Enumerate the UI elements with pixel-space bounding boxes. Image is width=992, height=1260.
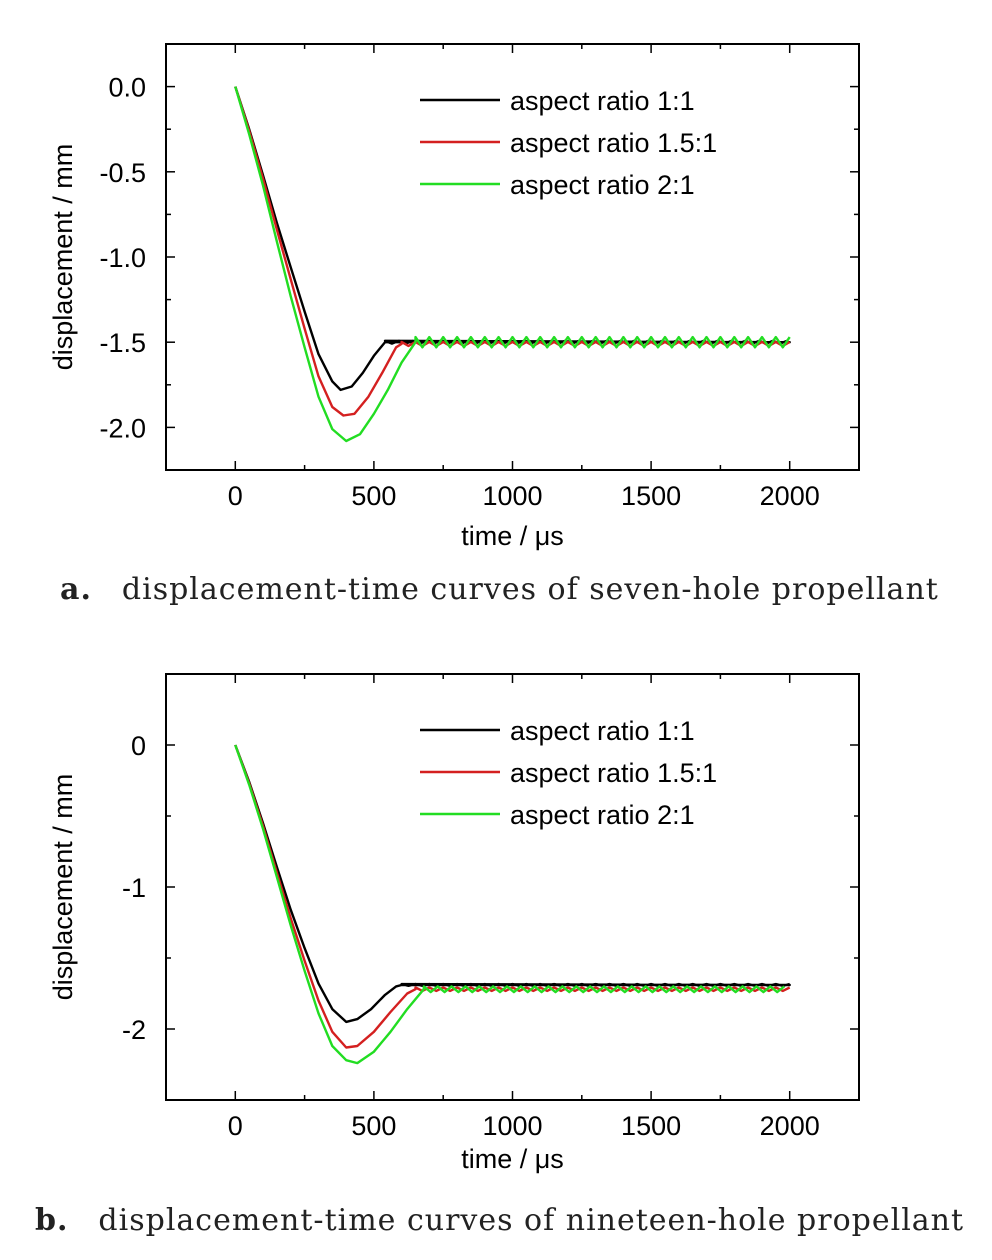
y-tick-label-a: 0.0: [108, 73, 146, 103]
caption-b-letter: b.: [35, 1203, 69, 1238]
legend-label-a-2: aspect ratio 1.5:1: [510, 128, 717, 158]
chart-b: 0 500 1000 1500 2000 0 -1 -2 time / μs displaceme…: [48, 673, 860, 1174]
chart-a: 0 500 1000 1500 2000 0.0 -0.5 -1.0 -1.5 -2.0 time …: [48, 43, 860, 551]
series-line-b-1: [234, 744, 791, 1024]
x-tick-label-b: 1000: [482, 1111, 542, 1141]
x-tick-label-b: 1500: [621, 1111, 681, 1141]
caption-b: b. displacement-time curves of nineteen-h…: [35, 1203, 964, 1238]
caption-a: a. displacement-time curves of seven-hole…: [60, 572, 939, 607]
legend-label-a-3: aspect ratio 2:1: [510, 170, 695, 200]
y-tick-label-a: -2.0: [99, 413, 146, 443]
y-tick-label-a: -1.5: [99, 328, 146, 358]
x-tick-label-a: 0: [228, 481, 243, 511]
series-line-b-2: [234, 744, 791, 1049]
legend-label-a-1: aspect ratio 1:1: [510, 86, 695, 116]
x-tick-label-a: 500: [351, 481, 396, 511]
caption-a-text: displacement-time curves of seven-hole p…: [121, 572, 939, 607]
y-axis-label-b: displacement / mm: [48, 774, 78, 1001]
x-tick-label-a: 1000: [482, 481, 542, 511]
legend-label-b-2: aspect ratio 1.5:1: [510, 758, 717, 788]
x-tick-label-b: 2000: [760, 1111, 820, 1141]
y-axis-label-a: displacement / mm: [48, 144, 78, 371]
y-tick-label-a: -1.0: [99, 243, 146, 273]
x-tick-label-a: 1500: [621, 481, 681, 511]
x-tick-label-a: 2000: [760, 481, 820, 511]
y-tick-label-a: -0.5: [99, 158, 146, 188]
legend-label-b-3: aspect ratio 2:1: [510, 800, 695, 830]
x-axis-label-a: time / μs: [461, 521, 564, 551]
y-tick-label-b: -2: [122, 1015, 146, 1045]
caption-a-letter: a.: [60, 572, 92, 607]
y-tick-label-b: 0: [131, 731, 146, 761]
series-line-a-3: [234, 86, 791, 443]
x-tick-label-b: 500: [351, 1111, 396, 1141]
x-tick-label-b: 0: [228, 1111, 243, 1141]
x-axis-label-b: time / μs: [461, 1144, 564, 1174]
series-line-b-3: [234, 744, 785, 1065]
legend-label-b-1: aspect ratio 1:1: [510, 716, 695, 746]
caption-b-text: displacement-time curves of nineteen-hol…: [98, 1203, 965, 1238]
y-tick-label-b: -1: [122, 873, 146, 903]
